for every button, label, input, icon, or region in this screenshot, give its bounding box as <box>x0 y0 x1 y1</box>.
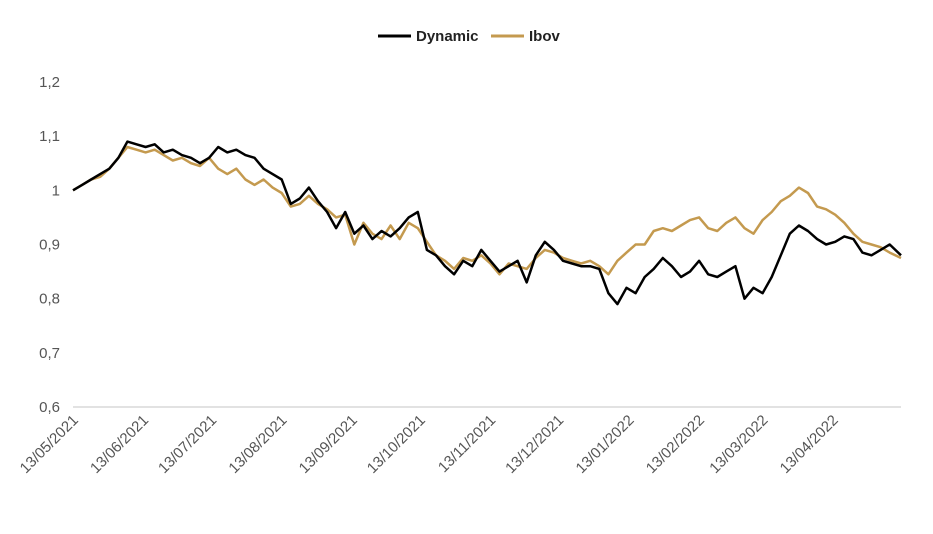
y-tick-label: 0,8 <box>39 291 60 308</box>
x-tick-label: 13/07/2021 <box>155 412 220 477</box>
series-line-ibov <box>72 145 902 276</box>
x-axis-tick-labels: 13/05/2021 13/06/2021 13/07/2021 13/08/2021… <box>17 412 842 477</box>
y-tick-label: 1 <box>52 182 60 199</box>
series-line-dynamic <box>72 140 902 306</box>
x-tick-label: 13/09/2021 <box>296 412 361 477</box>
x-tick-label: 13/12/2021 <box>502 412 567 477</box>
x-tick-label: 13/11/2021 <box>435 412 499 476</box>
y-tick-label: 0,7 <box>39 345 60 362</box>
legend-label-ibov: Ibov <box>529 28 560 45</box>
chart-legend: Dynamic Ibov <box>378 28 560 45</box>
y-tick-label: 0,6 <box>39 399 60 416</box>
x-tick-label: 13/10/2021 <box>364 412 429 477</box>
x-tick-label: 13/04/2022 <box>777 412 842 477</box>
x-tick-label: 13/06/2021 <box>87 412 152 477</box>
x-tick-label: 13/01/2022 <box>573 412 638 477</box>
legend-label-dynamic: Dynamic <box>416 28 479 45</box>
y-tick-label: 1,2 <box>39 74 60 91</box>
x-tick-label: 13/08/2021 <box>225 412 290 477</box>
x-tick-label: 13/02/2022 <box>643 412 708 477</box>
y-tick-label: 0,9 <box>39 237 60 254</box>
x-tick-label: 13/05/2021 <box>17 412 82 477</box>
x-tick-label: 13/03/2022 <box>706 412 771 477</box>
y-tick-label: 1,1 <box>39 128 60 145</box>
chart-series <box>72 140 902 306</box>
y-axis-tick-labels: 0,6 0,7 0,8 0,9 1 1,1 1,2 <box>39 74 60 416</box>
